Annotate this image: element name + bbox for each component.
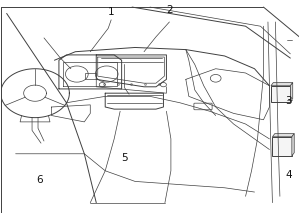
Polygon shape [292,134,294,156]
Polygon shape [290,83,293,102]
Polygon shape [272,134,294,137]
Text: 2: 2 [166,5,173,15]
Text: 4: 4 [286,170,292,180]
Text: 3: 3 [286,96,292,106]
FancyBboxPatch shape [271,86,290,102]
FancyBboxPatch shape [272,137,292,156]
Text: 5: 5 [121,153,128,163]
Text: 6: 6 [36,175,43,185]
Text: 1: 1 [108,7,115,17]
Polygon shape [271,83,293,86]
